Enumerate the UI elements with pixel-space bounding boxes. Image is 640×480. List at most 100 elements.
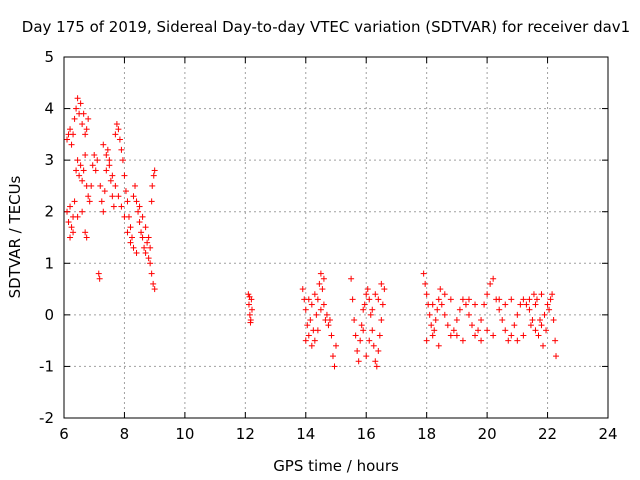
data-point xyxy=(523,301,530,308)
data-point xyxy=(77,100,84,107)
y-tick-label: 0 xyxy=(44,306,54,324)
data-point xyxy=(70,131,77,138)
y-tick-label: 5 xyxy=(44,48,54,66)
data-point xyxy=(381,286,388,293)
data-point xyxy=(100,208,107,215)
data-point xyxy=(67,234,74,241)
data-point xyxy=(529,317,536,324)
data-point xyxy=(547,296,554,303)
data-point xyxy=(543,327,550,334)
data-point xyxy=(311,337,318,344)
data-point xyxy=(96,275,103,282)
data-point xyxy=(505,337,512,344)
data-point xyxy=(127,239,134,246)
data-point xyxy=(472,332,479,339)
data-point xyxy=(378,280,385,287)
data-point xyxy=(113,121,120,128)
data-point xyxy=(305,296,312,303)
data-point xyxy=(245,301,252,308)
data-point xyxy=(64,136,71,143)
data-point xyxy=(453,317,460,324)
data-point xyxy=(472,301,479,308)
data-point xyxy=(527,322,534,329)
data-point xyxy=(82,229,89,236)
data-point xyxy=(423,337,430,344)
data-point xyxy=(247,319,254,326)
data-point xyxy=(328,332,335,339)
data-point xyxy=(370,342,377,349)
data-point xyxy=(514,311,521,318)
data-point xyxy=(526,306,533,313)
data-point xyxy=(109,172,116,179)
x-tick-label: 14 xyxy=(296,425,315,443)
data-point xyxy=(428,322,435,329)
data-point xyxy=(537,317,543,324)
data-point xyxy=(323,311,330,318)
data-point xyxy=(550,317,557,324)
data-point xyxy=(434,306,441,313)
data-point xyxy=(142,224,149,231)
data-point xyxy=(352,332,359,339)
data-point xyxy=(133,198,140,205)
y-tick-label: 1 xyxy=(44,254,54,272)
data-point xyxy=(313,311,320,318)
data-point xyxy=(354,347,361,354)
data-point xyxy=(150,280,157,287)
data-point xyxy=(121,172,128,179)
data-point xyxy=(149,182,156,189)
data-point xyxy=(122,188,129,195)
data-point xyxy=(104,146,111,153)
data-point xyxy=(92,167,99,174)
data-point xyxy=(246,311,253,318)
x-tick-label: 8 xyxy=(120,425,130,443)
data-point xyxy=(103,151,110,158)
data-point xyxy=(475,327,482,334)
data-point xyxy=(68,224,75,231)
data-point xyxy=(119,157,126,164)
data-point xyxy=(355,358,362,365)
data-point xyxy=(484,327,491,334)
data-point xyxy=(487,280,494,287)
data-point xyxy=(517,301,524,308)
plot-frame xyxy=(63,56,609,419)
x-tick-label: 20 xyxy=(478,425,497,443)
data-point xyxy=(79,121,86,128)
x-tick-label: 10 xyxy=(175,425,194,443)
data-point xyxy=(508,296,515,303)
x-tick-label: 16 xyxy=(357,425,376,443)
data-point xyxy=(147,244,154,251)
data-point xyxy=(325,322,332,329)
data-point xyxy=(361,301,368,308)
data-point xyxy=(319,286,326,293)
x-tick-label: 24 xyxy=(598,425,617,443)
data-point xyxy=(248,306,255,313)
data-point xyxy=(147,260,154,267)
data-point xyxy=(305,332,312,339)
data-point xyxy=(145,255,152,262)
data-point xyxy=(77,162,84,169)
data-point xyxy=(329,353,336,360)
data-point xyxy=(535,332,542,339)
data-point xyxy=(502,327,509,334)
data-point xyxy=(103,167,110,174)
y-tick-labels: -2 -1 0 1 2 3 4 5 xyxy=(39,48,54,427)
data-point xyxy=(426,311,433,318)
y-tick-label: 2 xyxy=(44,203,54,221)
data-point xyxy=(373,363,380,370)
data-point xyxy=(130,193,137,200)
data-point xyxy=(456,306,463,313)
data-point xyxy=(71,115,78,122)
data-point xyxy=(320,275,327,282)
y-axis-label: SDTVAR / TECUs xyxy=(6,175,24,298)
data-point xyxy=(546,306,553,313)
data-point xyxy=(148,270,155,277)
data-point xyxy=(435,342,442,349)
data-point xyxy=(139,213,146,220)
data-point xyxy=(348,275,355,282)
data-point xyxy=(435,296,442,303)
data-point xyxy=(499,317,506,324)
data-point xyxy=(151,286,158,293)
data-point xyxy=(369,306,376,313)
data-point xyxy=(502,301,509,308)
data-point xyxy=(511,322,518,329)
